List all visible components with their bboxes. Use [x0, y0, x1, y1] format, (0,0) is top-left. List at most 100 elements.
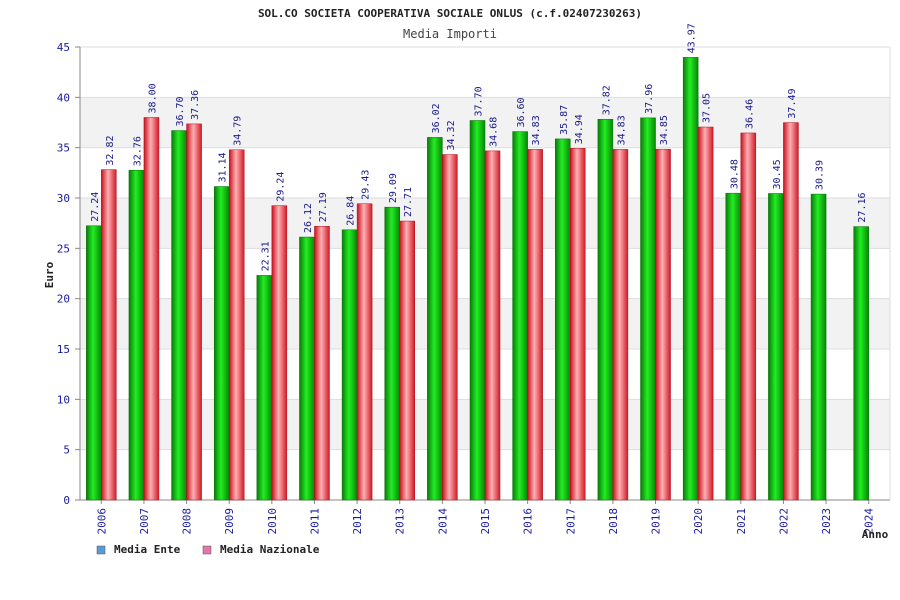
bar-media-nazionale [271, 205, 288, 501]
data-label: 37.96 [644, 84, 655, 114]
data-label: 34.68 [489, 117, 500, 147]
legend-swatch-media-ente [96, 545, 106, 555]
bar-media-nazionale [527, 149, 543, 501]
data-label: 37.05 [702, 93, 713, 123]
bar-media-ente [86, 225, 102, 501]
bar-media-ente [469, 120, 486, 501]
data-label: 26.12 [303, 203, 314, 233]
bar-media-nazionale [228, 149, 245, 501]
y-tick-label: 40 [57, 91, 70, 104]
bar-media-nazionale [143, 117, 160, 501]
y-tick-label: 45 [57, 41, 70, 54]
bar-media-ente [810, 193, 827, 501]
bar-media-nazionale [655, 148, 671, 501]
data-label: 27.71 [403, 187, 414, 217]
data-label: 34.85 [659, 115, 670, 145]
data-label: 36.02 [431, 103, 442, 133]
x-tick-label: 2009 [223, 508, 236, 535]
bar-media-ente [384, 206, 400, 501]
data-label: 29.24 [275, 172, 286, 202]
x-tick-label: 2014 [436, 508, 449, 535]
bar-media-nazionale [697, 126, 714, 501]
data-label: 29.43 [361, 170, 372, 200]
x-tick-label: 2023 [820, 508, 833, 535]
y-tick-label: 30 [57, 192, 70, 205]
bar-media-nazionale [314, 226, 330, 501]
legend-swatch-media-nazionale [202, 545, 212, 555]
data-label: 27.16 [857, 192, 868, 222]
x-tick-label: 2022 [777, 508, 790, 535]
x-tick-label: 2015 [479, 508, 492, 535]
data-label: 37.49 [787, 88, 798, 118]
x-tick-label: 2019 [650, 508, 663, 535]
data-label: 37.70 [474, 86, 485, 116]
bar-media-ente [128, 169, 145, 501]
bar-media-ente [682, 57, 699, 501]
bar-media-nazionale [442, 154, 458, 501]
bar-media-nazionale [783, 122, 799, 501]
y-axis-label: Euro [43, 261, 56, 288]
data-label: 35.87 [559, 105, 570, 135]
data-label: 27.19 [318, 192, 329, 222]
data-label: 34.83 [616, 115, 627, 145]
x-tick-label: 2013 [394, 508, 407, 535]
data-label: 30.45 [772, 159, 783, 189]
data-label: 43.97 [687, 23, 698, 53]
data-label: 27.24 [90, 192, 101, 222]
data-label: 32.82 [105, 136, 116, 166]
x-tick-label: 2006 [95, 508, 108, 535]
data-label: 31.14 [218, 152, 229, 182]
data-label: 34.83 [531, 115, 542, 145]
data-label: 37.82 [601, 85, 612, 115]
x-tick-label: 2020 [692, 508, 705, 535]
chart-title: SOL.CO SOCIETA COOPERATIVA SOCIALE ONLUS… [258, 7, 642, 20]
data-label: 30.48 [729, 159, 740, 189]
data-label: 22.31 [260, 241, 271, 271]
legend-label-media-ente: Media Ente [114, 543, 181, 556]
legend: Media Ente Media Nazionale [96, 543, 320, 556]
plot-area: 0 5 10 15 20 25 30 35 40 45 2006 27.24 32.82 2007 32.7… [57, 23, 891, 535]
bar-media-ente [512, 131, 528, 501]
x-tick-label: 2017 [564, 508, 577, 535]
data-label: 34.32 [446, 120, 457, 150]
bar-media-ente [171, 130, 187, 501]
y-tick-label: 35 [57, 142, 70, 155]
bar-media-ente [427, 137, 443, 501]
bar-media-ente [256, 275, 273, 501]
bar-media-ente [299, 236, 315, 501]
x-tick-label: 2021 [735, 508, 748, 535]
data-label: 36.70 [175, 96, 186, 126]
y-tick-label: 0 [63, 494, 70, 507]
x-tick-label: 2016 [522, 508, 535, 535]
bar-media-ente [555, 138, 571, 501]
bar-media-nazionale [612, 149, 629, 501]
x-axis-label: Anno [862, 528, 889, 541]
bar-media-ente [640, 117, 656, 501]
data-label: 34.94 [574, 114, 585, 144]
x-tick-label: 2010 [266, 508, 279, 535]
bar-media-ente [341, 229, 358, 501]
x-tick-label: 2018 [607, 508, 620, 535]
bar-media-nazionale [356, 203, 373, 501]
bar-media-nazionale [399, 220, 415, 501]
x-tick-label: 2012 [351, 508, 364, 535]
bar-media-ente [213, 186, 230, 501]
data-label: 26.84 [346, 196, 357, 226]
data-label: 36.46 [744, 99, 755, 129]
bar-media-ente [725, 192, 742, 501]
data-label: 32.76 [132, 136, 143, 166]
bar-media-nazionale [484, 150, 501, 501]
bar-media-ente [768, 193, 784, 501]
y-tick-label: 5 [63, 444, 70, 457]
bar-media-ente [853, 226, 869, 501]
data-label: 37.36 [190, 90, 201, 120]
data-label: 30.39 [815, 160, 826, 190]
chart-subtitle: Media Importi [403, 27, 497, 41]
x-tick-label: 2007 [138, 508, 151, 535]
x-tick-label: 2024 [863, 508, 876, 535]
y-tick-label: 20 [57, 293, 70, 306]
bar-media-nazionale [186, 123, 202, 501]
bar-media-nazionale [101, 169, 117, 501]
bar-media-nazionale [570, 148, 586, 501]
